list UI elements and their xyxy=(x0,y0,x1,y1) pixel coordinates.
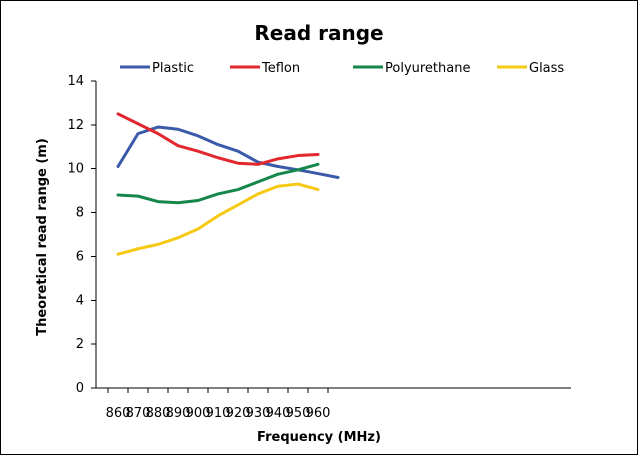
x-tick-label: 950 xyxy=(286,406,311,421)
series-layer xyxy=(116,112,340,256)
x-tick-label: 900 xyxy=(186,406,211,421)
x-axis-label: Frequency (MHz) xyxy=(257,430,381,445)
x-tick-label: 920 xyxy=(226,406,251,421)
legend-label-polyurethane: Polyurethane xyxy=(385,61,470,76)
y-tick-label: 6 xyxy=(76,249,84,264)
x-tick-label: 860 xyxy=(106,406,131,421)
y-tick-label: 12 xyxy=(67,118,84,133)
series-line-plastic xyxy=(116,125,340,179)
x-tick-label: 930 xyxy=(246,406,271,421)
y-tick-label: 14 xyxy=(67,74,84,89)
y-tick-label: 2 xyxy=(76,337,84,352)
y-tick-label: 0 xyxy=(76,381,84,396)
legend-label-teflon: Teflon xyxy=(261,61,300,76)
chart-title: Read range xyxy=(254,21,383,45)
y-tick-label: 4 xyxy=(76,293,84,308)
legend-label-glass: Glass xyxy=(529,61,564,76)
x-tick-label: 870 xyxy=(126,406,151,421)
series-line-polyurethane xyxy=(116,162,320,205)
y-axis-ticks: 0 2 4 6 8 10 12 14 xyxy=(67,74,96,396)
series-line-glass xyxy=(116,182,320,256)
y-tick-label: 10 xyxy=(67,162,84,177)
x-tick-label: 890 xyxy=(166,406,191,421)
legend-label-plastic: Plastic xyxy=(152,61,194,76)
x-tick-label: 960 xyxy=(306,406,331,421)
x-tick-label: 940 xyxy=(266,406,291,421)
y-tick-label: 8 xyxy=(76,206,84,221)
legend: Plastic Teflon Polyurethane Glass xyxy=(120,61,564,76)
x-tick-label: 880 xyxy=(146,406,171,421)
x-tick-label: 910 xyxy=(206,406,231,421)
series-line-teflon xyxy=(116,112,320,166)
y-axis-label: Theoretical read range (m) xyxy=(35,138,50,336)
